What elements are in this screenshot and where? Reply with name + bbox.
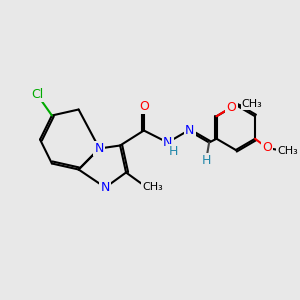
Text: N: N [100, 181, 110, 194]
Text: CH₃: CH₃ [142, 182, 163, 193]
Text: O: O [226, 101, 236, 114]
Text: O: O [262, 141, 272, 154]
Text: H: H [202, 154, 211, 167]
Text: CH₃: CH₃ [277, 146, 298, 156]
Text: N: N [163, 136, 172, 149]
Text: H: H [169, 145, 178, 158]
Text: N: N [95, 142, 104, 155]
Text: Cl: Cl [31, 88, 43, 101]
Text: CH₃: CH₃ [242, 99, 262, 109]
Text: N: N [185, 124, 194, 137]
Text: O: O [139, 100, 149, 113]
